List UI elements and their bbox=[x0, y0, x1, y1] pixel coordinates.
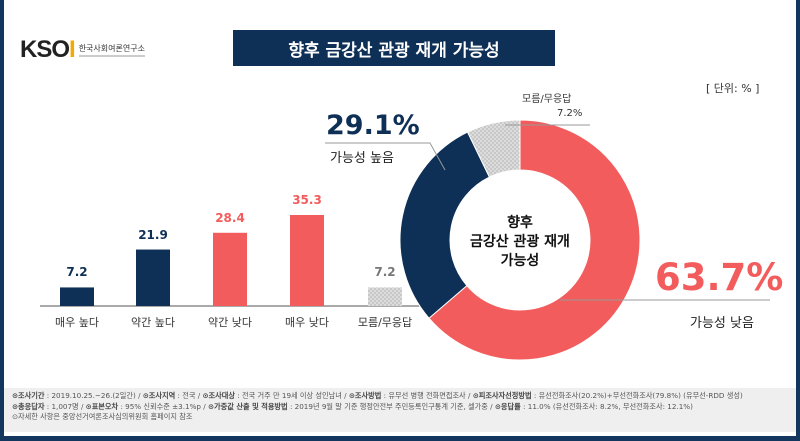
bar-category-label: 모름/무응답 bbox=[357, 316, 413, 329]
footer-line-2: ⊙총응답자 : 1,007명 / ⊙표본오차 : 95% 신뢰수준 ±3.1%p… bbox=[12, 401, 693, 411]
footer-item: ⊙조사방법 : 유무선 병행 전화면접조사 bbox=[348, 391, 466, 400]
bar-category-label: 매우 낮다 bbox=[285, 316, 329, 329]
footer-item: ⊙조사기간 : 2019.10.25.~26.(2일간) bbox=[12, 391, 136, 400]
label-low: 가능성 낮음 bbox=[690, 316, 754, 331]
footer-item: ⊙표본오차 : 95% 신뢰수준 ±3.1%p bbox=[85, 401, 201, 411]
bar-value-label: 28.4 bbox=[215, 210, 245, 225]
footer-item: ⊙응답률 : 11.0% (유선전화조사: 8.2%, 무선전화조사: 12.1… bbox=[494, 401, 693, 411]
logo-brand: KSOI bbox=[20, 36, 76, 63]
bar-value-label: 7.2 bbox=[374, 265, 396, 280]
pct-high: 29.1% bbox=[326, 110, 420, 141]
pct-low: 63.7% bbox=[655, 256, 784, 299]
footer-item: ⊙조사지역 : 전국 bbox=[142, 391, 196, 400]
bar-value-label: 7.2 bbox=[66, 265, 88, 280]
bar-category-label: 매우 높다 bbox=[55, 316, 99, 329]
survey-footer: ⊙조사기간 : 2019.10.25.~26.(2일간) / ⊙조사지역 : 전… bbox=[4, 388, 796, 432]
leader-line-high bbox=[325, 142, 446, 171]
footer-line-3: ⊙자세한 사항은 중앙선거여론조사심의위원회 홈페이지 참조 bbox=[12, 412, 193, 421]
bar-1 bbox=[60, 287, 94, 306]
donut-center-label: 향후 bbox=[507, 215, 533, 231]
donut-center-label: 금강산 관광 재개 bbox=[470, 234, 570, 250]
bar-5 bbox=[368, 287, 402, 306]
footer-item: ⊙가중값 산출 및 적용방법 : 2019년 9월 말 기준 행정안전부 주민등… bbox=[208, 401, 488, 411]
footer-item: ⊙총응답자 : 1,007명 bbox=[12, 401, 79, 411]
donut-center-label: 가능성 bbox=[500, 253, 540, 269]
donut-slice-2 bbox=[399, 131, 491, 319]
bar-value-label: 21.9 bbox=[138, 227, 168, 242]
bar-value-label: 35.3 bbox=[292, 193, 322, 207]
footer-item: ⊙조사대상 : 전국 거주 만 19세 이상 성인남녀 bbox=[202, 391, 342, 400]
label-unknown: 모름/무응답 bbox=[522, 94, 572, 105]
donut-slice-3 bbox=[466, 119, 521, 178]
pct-unknown: 7.2% bbox=[557, 108, 583, 119]
footer-item: ⊙피조사자선정방법 : 유선전화조사(20.2%)+무선전화조사(79.8%) … bbox=[472, 391, 743, 400]
logo: KSOI 한국사회여론연구소 bbox=[20, 36, 145, 64]
label-high: 가능성 높음 bbox=[330, 151, 394, 166]
bar-category-label: 약간 높다 bbox=[131, 316, 175, 329]
unit-label: [ 단위: % ] bbox=[706, 82, 760, 95]
page-title: 향후 금강산 관광 재개 가능성 bbox=[233, 30, 555, 66]
bar-4 bbox=[290, 215, 324, 306]
bar-category-label: 약간 낮다 bbox=[208, 316, 252, 329]
footer-line-1: ⊙조사기간 : 2019.10.25.~26.(2일간) / ⊙조사지역 : 전… bbox=[12, 391, 743, 400]
bar-2 bbox=[136, 249, 170, 306]
bar-3 bbox=[213, 232, 247, 306]
logo-subtitle: 한국사회여론연구소 bbox=[78, 43, 145, 57]
